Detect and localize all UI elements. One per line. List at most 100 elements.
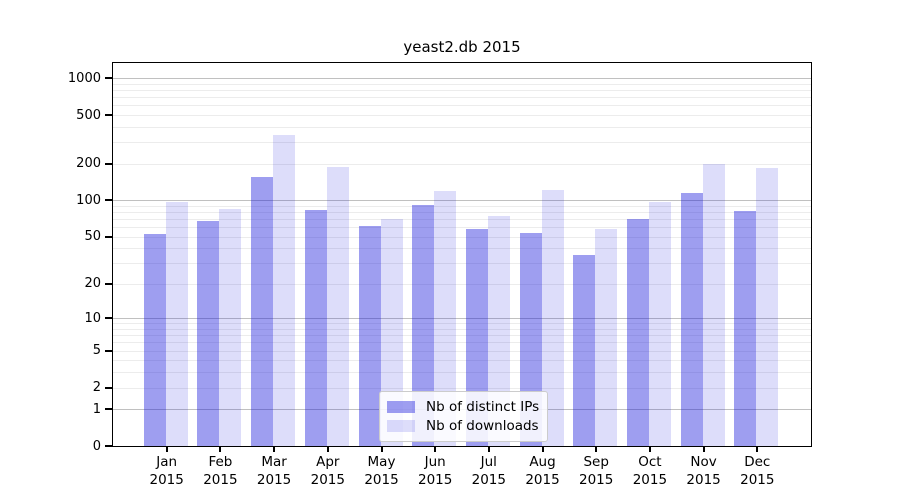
y-axis-tick	[105, 349, 112, 352]
bar-distinct-ips-may	[358, 226, 381, 446]
y-axis-tick	[105, 317, 112, 320]
bar-distinct-ips-mar	[251, 176, 274, 446]
x-axis-tick	[219, 446, 222, 452]
gridline-minor	[113, 372, 811, 374]
gridline-minor	[113, 97, 811, 99]
x-axis-tick-label: Feb 2015	[203, 454, 238, 488]
x-axis-tick-label: Sep 2015	[579, 454, 614, 488]
x-axis-tick-label: Jun 2015	[418, 454, 453, 488]
y-axis-tick-label: 200	[76, 156, 101, 172]
bar-downloads-jul	[487, 216, 510, 446]
bar-downloads-sep	[595, 228, 618, 446]
gridline-minor	[113, 329, 811, 330]
y-axis-tick-label: 20	[84, 276, 101, 292]
x-axis-tick-label: Jan 2015	[149, 454, 184, 488]
legend-swatch-downloads	[387, 420, 415, 432]
gridline-minor	[113, 335, 811, 337]
gridline-minor	[113, 360, 811, 362]
gridline-minor	[113, 83, 811, 85]
bar-distinct-ips-jun	[412, 204, 435, 446]
bar-downloads-may	[380, 219, 403, 446]
bar-downloads-aug	[541, 190, 564, 446]
y-axis-tick-label: 500	[76, 107, 101, 123]
y-axis-tick	[105, 235, 112, 238]
bar-downloads-oct	[648, 201, 671, 446]
x-axis-tick	[702, 446, 705, 452]
gridline-minor	[113, 342, 811, 344]
chart-title: yeast2.db 2015	[403, 38, 521, 56]
bar-downloads-feb	[219, 208, 242, 446]
y-axis-tick	[105, 445, 112, 447]
bar-distinct-ips-feb	[197, 220, 220, 446]
x-axis-tick	[756, 446, 759, 452]
x-axis-tick-label: May 2015	[364, 454, 399, 488]
legend: Nb of distinct IPs Nb of downloads	[379, 391, 549, 442]
bar-distinct-ips-nov	[680, 192, 703, 446]
x-axis-tick-label: Aug 2015	[525, 454, 560, 488]
x-axis-tick-label: Nov 2015	[686, 454, 721, 488]
legend-label-distinct-ips: Nb of distinct IPs	[426, 399, 540, 415]
bar-downloads-nov	[702, 163, 725, 446]
bar-downloads-mar	[273, 135, 296, 446]
bar-distinct-ips-apr	[304, 209, 327, 446]
bar-distinct-ips-dec	[734, 211, 757, 446]
gridline-minor	[113, 387, 811, 389]
y-axis-tick-label: 2	[92, 380, 101, 395]
y-axis-tick	[105, 162, 112, 165]
gridline-minor	[113, 105, 811, 107]
plot-area: Nb of distinct IPs Nb of downloads	[112, 62, 812, 447]
gridline-minor	[113, 283, 811, 285]
y-axis-tick	[105, 282, 112, 285]
y-axis-tick	[105, 77, 112, 80]
bar-downloads-jan	[165, 201, 188, 446]
y-axis-tick-label: 50	[84, 229, 101, 245]
x-axis-tick	[326, 446, 329, 452]
bar-downloads-jun	[434, 191, 457, 446]
bar-distinct-ips-jan	[143, 233, 166, 446]
y-axis-tick-label: 10	[84, 310, 101, 326]
gridline-minor	[113, 126, 811, 128]
y-axis-tick-label: 1	[92, 401, 101, 417]
gridline-minor	[113, 205, 811, 207]
bar-downloads-dec	[756, 167, 779, 446]
gridline-minor	[113, 115, 811, 116]
gridline-minor	[113, 263, 811, 265]
gridline-minor	[113, 90, 811, 91]
bar-distinct-ips-sep	[573, 255, 596, 446]
y-axis-tick-label: 0	[92, 438, 101, 454]
gridline-minor	[113, 227, 811, 229]
gridline-major	[113, 200, 811, 202]
legend-entry-distinct-ips: Nb of distinct IPs	[387, 398, 539, 416]
gridline-minor	[113, 219, 811, 221]
y-axis-tick	[105, 114, 112, 116]
y-axis-tick-label: 100	[76, 192, 101, 208]
x-axis-tick	[380, 446, 383, 452]
legend-entry-downloads: Nb of downloads	[387, 417, 539, 435]
legend-swatch-distinct-ips	[387, 401, 415, 413]
y-axis-tick	[105, 386, 112, 389]
gridline-minor	[113, 236, 811, 238]
x-axis-tick	[487, 446, 490, 452]
bar-distinct-ips-oct	[626, 219, 649, 446]
gridline-minor	[113, 323, 811, 325]
gridline-minor	[113, 163, 811, 165]
x-axis-tick-label: Apr 2015	[310, 454, 345, 488]
x-axis-tick-label: Mar 2015	[256, 454, 292, 488]
x-axis-tick	[273, 446, 276, 452]
gridline-major	[113, 78, 811, 80]
legend-label-downloads: Nb of downloads	[426, 418, 539, 434]
x-axis-tick	[434, 446, 437, 452]
gridline-minor	[113, 248, 811, 250]
x-axis-tick-label: Dec 2015	[740, 454, 775, 488]
x-axis-tick-label: Jul 2015	[471, 454, 506, 488]
bar-downloads-apr	[326, 166, 349, 446]
gridline-minor	[113, 142, 811, 144]
x-axis-tick	[648, 446, 651, 452]
x-axis-tick	[541, 446, 544, 452]
y-axis-tick	[105, 408, 112, 411]
y-axis-tick-label: 5	[92, 343, 101, 359]
gridline-minor	[113, 350, 811, 352]
gridline-major	[113, 318, 811, 320]
x-axis-tick	[595, 446, 598, 452]
